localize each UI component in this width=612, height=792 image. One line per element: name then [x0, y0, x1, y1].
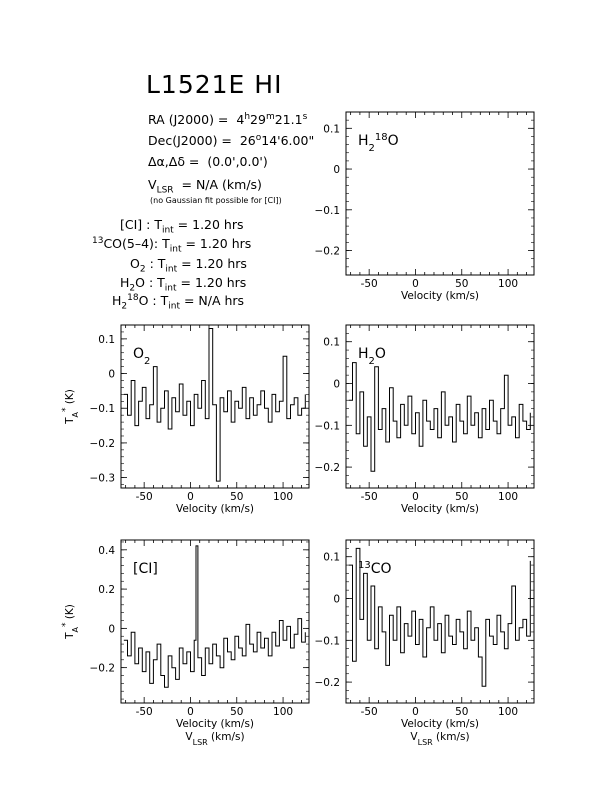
panel-2-spectrum-line — [123, 328, 306, 482]
y-tick-label: 0 — [333, 594, 340, 606]
x-tick-label: -50 — [361, 278, 378, 290]
x-axis-label-vlsr: VLSR (km/s) — [410, 731, 469, 747]
panel-5-frame — [345, 539, 535, 704]
y-tick-label: −0.3 — [90, 473, 116, 485]
y-tick-label: 0.1 — [323, 337, 340, 349]
panel-5-spectrum-line — [348, 547, 531, 687]
x-tick-label: 50 — [230, 491, 243, 503]
y-tick-label: 0.4 — [98, 545, 115, 557]
x-axis-label: Velocity (km/s) — [401, 503, 479, 515]
panel-3-species-label: H2O — [358, 346, 386, 367]
dec-arcmin: 14 — [261, 133, 278, 149]
tint-species: : — [148, 275, 154, 290]
dec-arcsec: 6.00 — [280, 133, 309, 149]
x-tick-label: 0 — [412, 491, 419, 503]
y-axis-label: TA* (K) — [61, 604, 80, 640]
y-tick-label: 0 — [108, 623, 115, 635]
x-tick-label: -50 — [361, 491, 378, 503]
tint-species: : — [149, 256, 154, 271]
y-tick-label: −0.1 — [90, 403, 116, 415]
ra-hours: 4 — [236, 112, 245, 128]
x-tick-label: 100 — [498, 706, 518, 718]
y-tick-label: 0.1 — [323, 123, 340, 135]
x-axis-label: Velocity (km/s) — [401, 718, 479, 730]
y-tick-label: −0.2 — [90, 663, 116, 675]
x-tick-label: 50 — [455, 278, 468, 290]
offset-value: (0.0',0.0') — [207, 154, 268, 169]
panel-3-spectrum-line — [348, 362, 531, 472]
tint-h2o: H2O : Tint = 1.20 hrs — [120, 275, 247, 294]
y-axis-label: TA* (K) — [61, 389, 80, 425]
x-axis-label: Velocity (km/s) — [176, 718, 254, 730]
y-tick-label: −0.2 — [315, 462, 341, 474]
tint-value: 1.20 hrs — [192, 217, 244, 232]
tint-species: CO(5–4): — [103, 236, 159, 252]
tint-h218o: H218O : Tint = N/A hrs — [112, 293, 245, 312]
panel-1-species-label: H218O — [358, 132, 399, 154]
x-tick-label: 100 — [273, 491, 293, 503]
tint-ci: [CI] : Tint = 1.20 hrs — [120, 217, 244, 236]
panel-4-spectrum-line — [123, 545, 306, 688]
x-tick-label: 100 — [498, 491, 518, 503]
panel-4-frame — [120, 539, 310, 704]
ra-seconds: 21.1 — [274, 112, 303, 128]
tint-species: [CI] : — [120, 217, 151, 232]
y-tick-label: −0.2 — [90, 438, 116, 450]
panel-3-frame — [345, 324, 535, 489]
fit-note: (no Gaussian fit possible for [CI]) — [150, 196, 282, 205]
offset-line: Δα,Δδ = (0.0',0.0') — [148, 154, 268, 169]
x-axis-label: Velocity (km/s) — [176, 503, 254, 515]
vlsr-value: = N/A (km/s) — [181, 177, 262, 192]
x-tick-label: -50 — [136, 706, 153, 718]
x-tick-label: 0 — [187, 706, 194, 718]
y-tick-label: 0 — [333, 164, 340, 176]
y-tick-label: 0.1 — [98, 334, 115, 346]
dec-label: Dec(J2000) = — [148, 133, 232, 149]
tint-value: 1.20 hrs — [199, 236, 252, 252]
x-tick-label: 50 — [455, 706, 468, 718]
vlsr-line: VLSR = N/A (km/s) — [148, 177, 262, 196]
y-tick-label: 0.2 — [98, 584, 115, 596]
y-tick-label: −0.1 — [315, 420, 341, 432]
ra-minutes: 29 — [250, 112, 266, 128]
tint-o2: O2 : Tint = 1.20 hrs — [130, 256, 247, 275]
x-tick-label: 100 — [273, 706, 293, 718]
dec-line: Dec(J2000) = 26o14'6.00" — [148, 133, 315, 149]
y-tick-label: −0.2 — [315, 246, 341, 258]
ra-label: RA (J2000) = — [148, 112, 229, 128]
tint-13co: 13CO(5–4): Tint = 1.20 hrs — [92, 236, 252, 255]
panel-5-species-label: 13CO — [358, 560, 392, 578]
x-tick-label: 0 — [187, 491, 194, 503]
dec-degrees: 26 — [239, 133, 256, 149]
panel-2-frame — [120, 324, 310, 489]
x-tick-label: 100 — [498, 278, 518, 290]
x-tick-label: -50 — [361, 706, 378, 718]
tint-value: 1.20 hrs — [194, 275, 247, 290]
tint-value: 1.20 hrs — [195, 256, 247, 271]
ra-line: RA (J2000) = 4h29m21.1s — [148, 112, 308, 128]
panel-2-species-label: O2 — [133, 346, 150, 367]
y-tick-label: −0.1 — [315, 205, 341, 217]
offset-label: Δα,Δδ = — [148, 154, 200, 169]
y-tick-label: 0 — [108, 369, 115, 381]
x-tick-label: 50 — [230, 706, 243, 718]
y-tick-label: −0.2 — [315, 677, 341, 689]
x-tick-label: 0 — [412, 706, 419, 718]
x-axis-label: Velocity (km/s) — [401, 290, 479, 302]
panel-4-species-label: [CI] — [133, 561, 158, 577]
x-axis-label-vlsr: VLSR (km/s) — [185, 731, 244, 747]
y-tick-label: −0.1 — [315, 635, 341, 647]
tint-value: N/A hrs — [198, 293, 245, 309]
y-tick-label: 0.1 — [323, 552, 340, 564]
x-tick-label: -50 — [136, 491, 153, 503]
tint-species: : — [152, 293, 157, 309]
x-tick-label: 50 — [455, 491, 468, 503]
x-tick-label: 0 — [412, 278, 419, 290]
y-tick-label: 0 — [333, 379, 340, 391]
page-title: L1521E HI — [146, 70, 283, 99]
